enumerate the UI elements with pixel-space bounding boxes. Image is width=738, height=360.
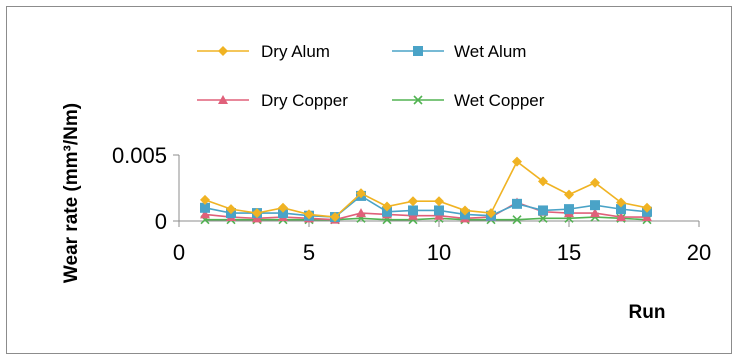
data-point-dry-copper [590,208,600,218]
data-point-dry-alum [590,177,600,188]
chart-frame: Dry Alum Wet Alum Dry Copper Wet Copper 0 0.… [6,6,732,354]
y-tick-label: 0 [155,209,167,234]
data-point-wet-alum [538,205,548,216]
wear-rate-chart: Dry Alum Wet Alum Dry Copper Wet Copper 0 0.… [61,42,711,323]
data-point-wet-alum [434,205,444,216]
x-tick-label: 10 [427,240,451,265]
data-point-wet-alum [590,200,600,211]
data-point-dry-alum [226,204,236,215]
data-point-wet-alum [382,206,392,217]
data-point-dry-alum [408,196,418,207]
series-layer [200,156,652,225]
data-point-dry-alum [304,209,314,220]
data-point-dry-alum [538,176,548,187]
x-tick-label: 20 [687,240,711,265]
data-point-wet-alum [564,204,574,215]
data-point-dry-alum [434,196,444,207]
legend-item-wet-alum: Wet Alum [392,42,526,61]
legend-marker-wet-alum [413,46,423,56]
legend-label: Wet Copper [454,91,545,110]
legend-label: Dry Alum [261,42,330,61]
data-point-dry-alum [278,202,288,213]
data-point-dry-alum [616,197,626,208]
x-tick-label: 0 [173,240,185,265]
data-point-wet-alum [616,204,626,215]
x-axis-title: Run [629,302,666,323]
data-point-wet-copper [512,215,522,225]
data-point-dry-alum [200,194,210,205]
legend-item-dry-copper: Dry Copper [197,91,348,110]
x-tick-label: 5 [303,240,315,265]
data-point-wet-alum [408,205,418,216]
data-point-dry-alum [642,202,652,213]
legend-marker-wet-copper [413,95,423,105]
series-line-dry-alum [204,160,648,218]
data-point-dry-copper [356,208,366,218]
tick-labels: 0 0.005 0 5 10 15 20 [112,143,711,265]
legend: Dry Alum Wet Alum Dry Copper Wet Copper [197,42,545,110]
data-point-dry-copper [200,209,210,219]
series-line-wet-copper [205,216,648,221]
legend-label: Wet Alum [454,42,526,61]
y-axis-title: Wear rate (mm³/Nm) [61,103,82,283]
x-tick-label: 15 [557,240,581,265]
data-point-dry-alum [512,156,522,167]
data-point-dry-alum [330,212,340,223]
data-point-dry-alum [252,208,262,219]
data-point-wet-alum [512,198,522,209]
data-point-dry-alum [382,201,392,212]
data-point-dry-alum [486,208,496,219]
legend-marker-dry-alum [218,46,228,56]
data-point-dry-copper [616,212,626,222]
legend-item-dry-alum: Dry Alum [197,42,330,61]
data-point-wet-alum [278,208,288,219]
series-dry-alum [200,156,652,223]
legend-label: Dry Copper [261,91,348,110]
y-tick-label: 0.005 [112,143,167,168]
data-point-dry-alum [564,189,574,200]
data-point-dry-alum [460,205,470,216]
legend-item-wet-copper: Wet Copper [392,91,545,110]
data-point-wet-alum [200,202,210,213]
data-point-dry-alum [356,188,366,199]
legend-marker-dry-copper [218,95,228,104]
